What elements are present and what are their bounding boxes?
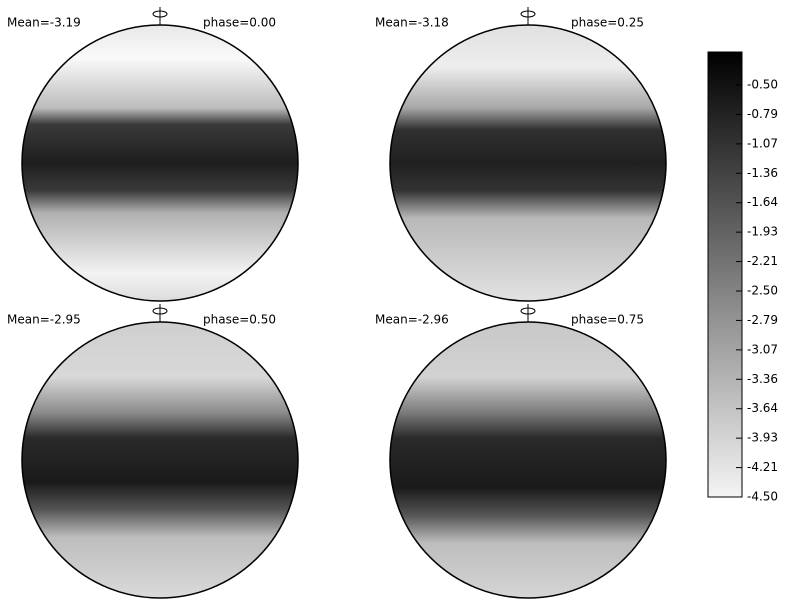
colorbar-tick-label: -1.07	[747, 136, 778, 150]
mean-label: Mean=-3.18	[375, 16, 449, 30]
mean-label: Mean=-3.19	[7, 16, 81, 30]
colorbar-tick-label: -2.21	[747, 254, 778, 268]
sphere	[22, 25, 298, 301]
colorbar-tick-label: -4.50	[747, 490, 778, 504]
colorbar-tick-label: -3.64	[747, 401, 778, 415]
sphere	[22, 322, 298, 598]
colorbar-bar	[708, 52, 742, 497]
mean-label: Mean=-2.96	[375, 313, 449, 327]
colorbar-tick-label: -0.50	[747, 78, 778, 92]
panel: Mean=-3.18 phase=0.25	[375, 7, 666, 301]
colorbar-tick-label: -3.93	[747, 431, 778, 445]
sphere	[390, 322, 666, 598]
panels: Mean=-3.19 phase=0.00 Mean=-3.18 phase=0.25…	[7, 7, 666, 598]
phase-label: phase=0.50	[203, 313, 276, 327]
phase-label: phase=0.00	[203, 16, 276, 30]
colorbar-tick-label: -1.36	[747, 166, 778, 180]
colorbar-tick-label: -1.64	[747, 195, 778, 209]
sphere	[390, 25, 666, 301]
panel: Mean=-2.95 phase=0.50	[7, 304, 298, 598]
colorbar-tick-label: -1.93	[747, 225, 778, 239]
phase-label: phase=0.75	[571, 313, 644, 327]
colorbar: -0.50 -0.79 -1.07 -1.36 -1.64 -1.93 -2.21 -2.50…	[708, 52, 778, 504]
colorbar-tick-label: -0.79	[747, 107, 778, 121]
phase-label: phase=0.25	[571, 16, 644, 30]
colorbar-tick-label: -3.07	[747, 342, 778, 356]
mean-label: Mean=-2.95	[7, 313, 81, 327]
figure: Mean=-3.19 phase=0.00 Mean=-3.18 phase=0.25…	[0, 0, 790, 606]
colorbar-tick-label: -2.79	[747, 313, 778, 327]
panel: Mean=-3.19 phase=0.00	[7, 7, 298, 301]
colorbar-tick-label: -2.50	[747, 284, 778, 298]
panel: Mean=-2.96 phase=0.75	[375, 304, 666, 598]
colorbar-tick-label: -3.36	[747, 372, 778, 386]
colorbar-tick-label: -4.21	[747, 460, 778, 474]
